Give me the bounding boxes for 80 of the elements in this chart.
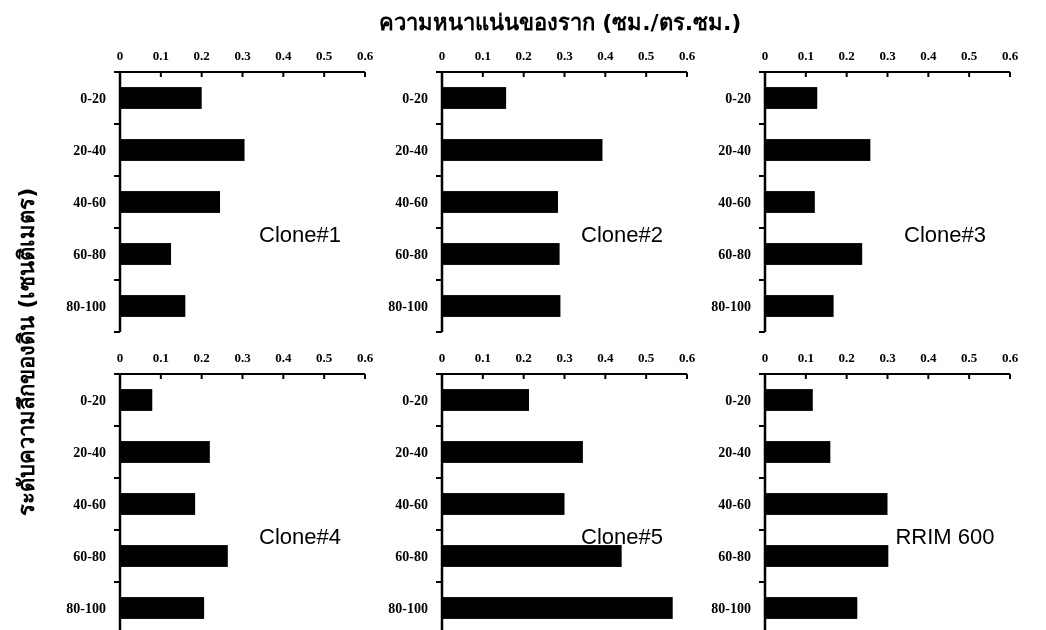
x-tick-label: 0.6 <box>356 48 374 63</box>
x-axis-title: ความหนาแน่นของราก (ซม./ตร.ซม.) <box>378 10 742 35</box>
y-tick-label: 40-60 <box>718 195 751 210</box>
y-tick-label: 0-20 <box>402 393 428 408</box>
y-tick-label: 60-80 <box>718 549 751 564</box>
x-tick-label: 0.5 <box>638 350 655 365</box>
x-tick-label: 0.6 <box>1001 48 1019 63</box>
x-tick-label: 0.3 <box>234 48 252 63</box>
y-tick-label: 20-40 <box>395 143 428 158</box>
x-tick-label: 0.3 <box>879 48 897 63</box>
y-tick-label: 60-80 <box>395 549 428 564</box>
x-tick-label: 0.3 <box>556 48 574 63</box>
x-tick-label: 0.3 <box>879 350 897 365</box>
x-tick-label: 0.6 <box>1001 350 1019 365</box>
y-tick-label: 0-20 <box>725 393 751 408</box>
y-tick-label: 40-60 <box>73 497 106 512</box>
x-tick-label: 0.5 <box>316 48 333 63</box>
y-tick-label: 60-80 <box>73 549 106 564</box>
x-tick-label: 0.1 <box>474 350 491 365</box>
y-tick-label: 60-80 <box>718 247 751 262</box>
x-tick-label: 0.6 <box>678 350 696 365</box>
x-tick-label: 0.5 <box>638 48 655 63</box>
x-tick-label: 0 <box>116 350 124 365</box>
annotation: RRIM 600 <box>895 524 995 549</box>
y-tick-label: 60-80 <box>395 247 428 262</box>
y-tick-label: 0-20 <box>80 393 106 408</box>
y-axis-title: ระดับความลึกของดิน (เซนติเมตร) <box>14 187 39 517</box>
x-tick-label: 0.5 <box>961 350 978 365</box>
x-tick-label: 0.3 <box>234 350 252 365</box>
x-tick-label: 0.5 <box>316 350 333 365</box>
x-tick-label: 0.4 <box>920 48 937 63</box>
x-tick-label: 0.2 <box>193 48 210 63</box>
y-tick-label: 80-100 <box>66 299 106 314</box>
y-tick-label: 0-20 <box>402 91 428 106</box>
x-tick-label: 0.1 <box>797 350 814 365</box>
x-tick-label: 0 <box>438 350 446 365</box>
y-tick-label: 80-100 <box>711 299 751 314</box>
y-tick-label: 40-60 <box>395 497 428 512</box>
y-tick-label: 20-40 <box>718 445 751 460</box>
x-tick-label: 0.5 <box>961 48 978 63</box>
x-tick-label: 0.6 <box>678 48 696 63</box>
x-tick-label: 0.4 <box>275 48 292 63</box>
y-tick-label: 80-100 <box>66 601 106 616</box>
x-tick-label: 0 <box>438 48 446 63</box>
y-tick-label: 20-40 <box>73 445 106 460</box>
y-tick-label: 40-60 <box>73 195 106 210</box>
x-tick-label: 0 <box>761 48 769 63</box>
x-tick-label: 0 <box>116 48 124 63</box>
annotation: Clone#5 <box>581 524 663 549</box>
x-tick-label: 0.2 <box>193 350 210 365</box>
x-tick-label: 0.2 <box>838 350 855 365</box>
x-tick-label: 0.2 <box>515 350 532 365</box>
x-tick-label: 0.4 <box>597 48 614 63</box>
y-tick-label: 40-60 <box>395 195 428 210</box>
x-tick-label: 0.2 <box>838 48 855 63</box>
y-tick-label: 80-100 <box>388 601 428 616</box>
y-tick-label: 40-60 <box>718 497 751 512</box>
y-tick-label: 20-40 <box>395 445 428 460</box>
x-tick-label: 0.6 <box>356 350 374 365</box>
annotation: Clone#1 <box>259 222 341 247</box>
x-tick-label: 0.4 <box>920 350 937 365</box>
annotation: Clone#3 <box>904 222 986 247</box>
x-tick-label: 0 <box>761 350 769 365</box>
x-tick-label: 0.3 <box>556 350 574 365</box>
x-tick-label: 0.4 <box>597 350 614 365</box>
y-tick-label: 20-40 <box>718 143 751 158</box>
y-tick-label: 0-20 <box>725 91 751 106</box>
x-tick-label: 0.1 <box>152 350 169 365</box>
x-tick-label: 0.2 <box>515 48 532 63</box>
y-tick-label: 60-80 <box>73 247 106 262</box>
y-tick-label: 80-100 <box>388 299 428 314</box>
y-tick-label: 0-20 <box>80 91 106 106</box>
x-tick-label: 0.1 <box>797 48 814 63</box>
annotation: Clone#4 <box>259 524 341 549</box>
y-tick-label: 20-40 <box>73 143 106 158</box>
x-tick-label: 0.4 <box>275 350 292 365</box>
x-tick-label: 0.1 <box>152 48 169 63</box>
x-tick-label: 0.1 <box>474 48 491 63</box>
y-tick-label: 80-100 <box>711 601 751 616</box>
annotation: Clone#2 <box>581 222 663 247</box>
